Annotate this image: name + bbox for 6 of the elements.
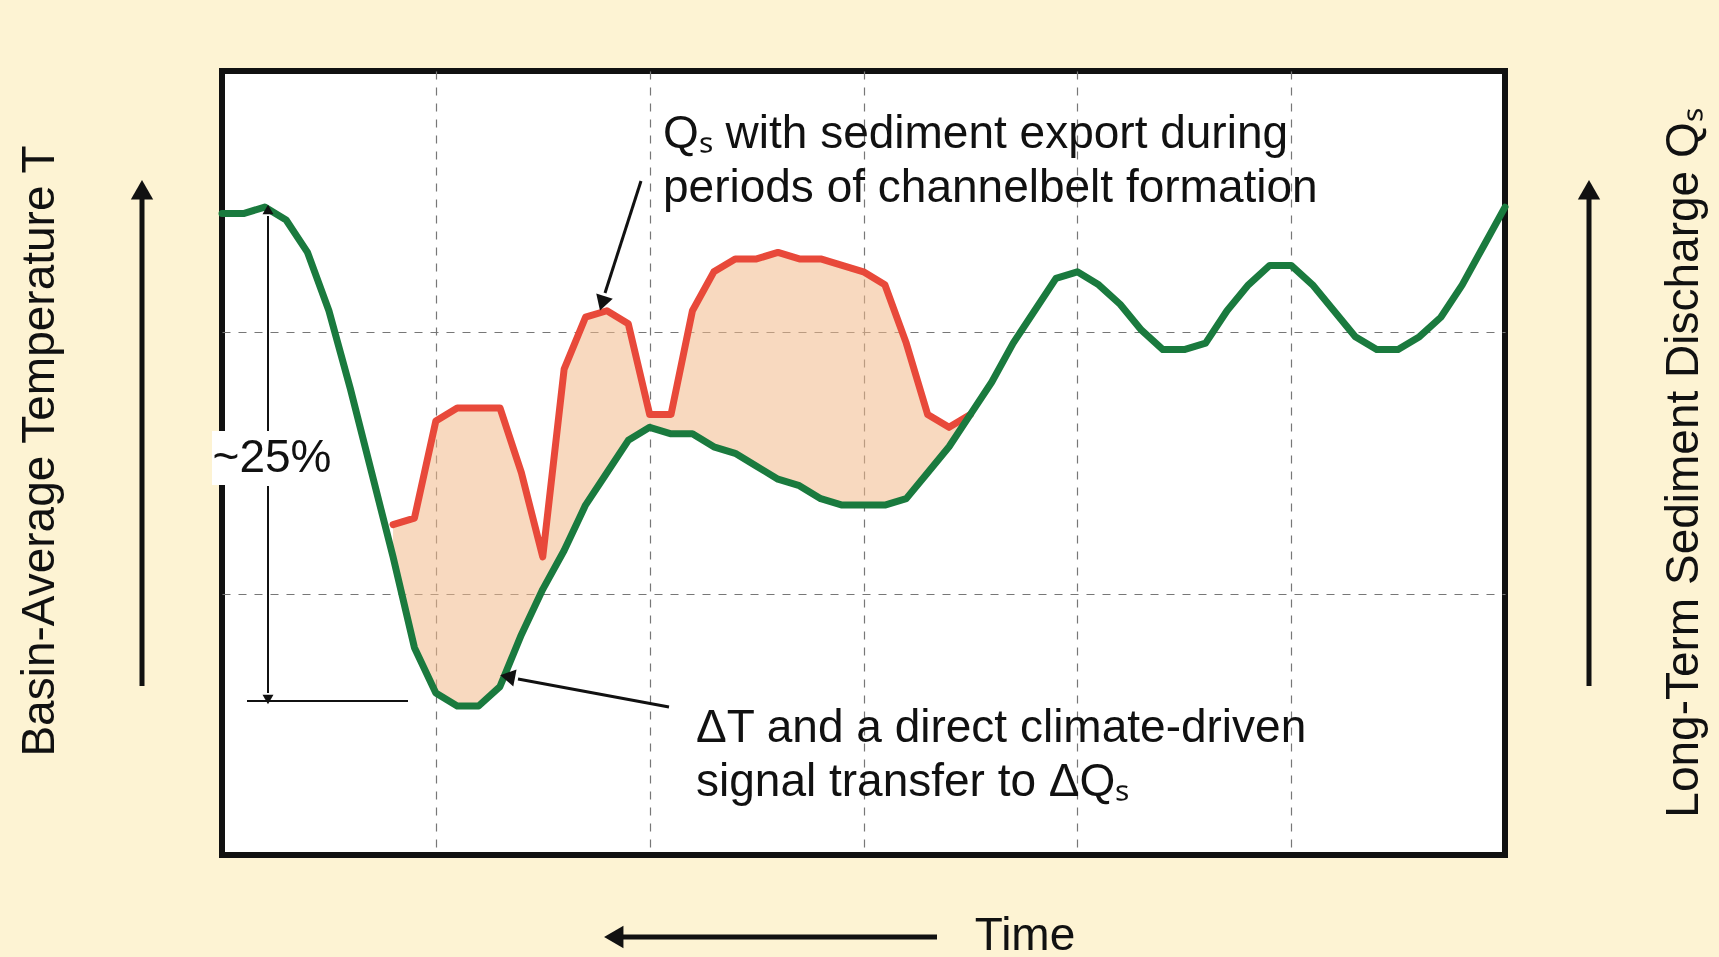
y2-axis-title: Long-Term Sediment Discharge Qₛ <box>1656 108 1708 818</box>
annotation: Qₛ with sediment export during periods of channelbelt formation <box>663 106 1318 212</box>
annotation: ΔT and a direct climate-driven signal transfer to ΔQₛ <box>696 700 1307 806</box>
x-axis-title: Time <box>974 908 1076 957</box>
y-axis-title: Basin-Average Temperature T <box>12 145 64 757</box>
annotation: ~25% <box>212 430 332 482</box>
